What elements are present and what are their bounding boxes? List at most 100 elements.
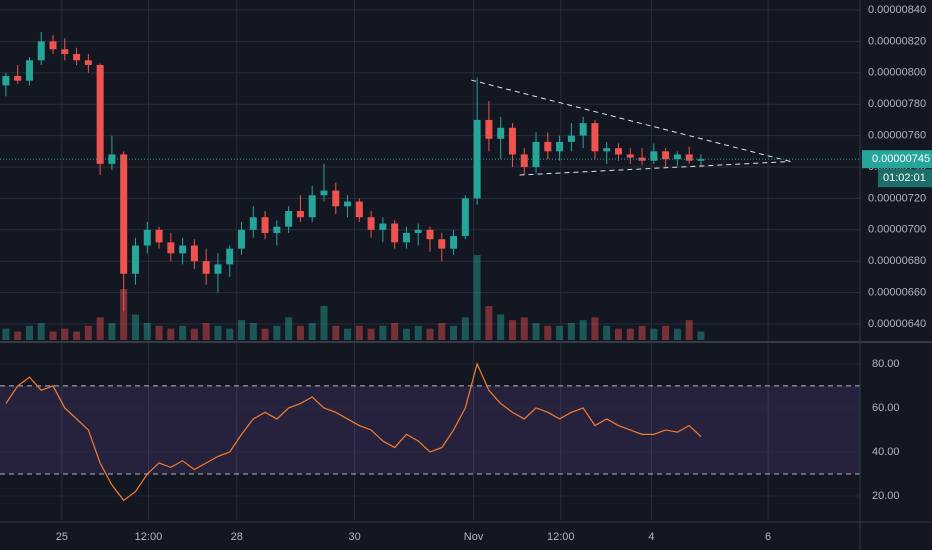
candle-body: [391, 223, 399, 243]
volume-bar: [14, 331, 22, 340]
candle-body: [96, 64, 104, 164]
volume-bar: [379, 325, 387, 340]
volume-bar: [73, 331, 81, 340]
volume-bar: [461, 317, 469, 340]
last-price-box: [862, 150, 932, 169]
candle-body: [25, 60, 33, 81]
volume-bar: [662, 325, 670, 340]
candle-body: [179, 245, 187, 254]
volume-bar: [167, 328, 175, 340]
volume-bar: [650, 328, 658, 340]
rsi-line: [5, 362, 702, 502]
x-tick-label: Nov: [464, 531, 484, 543]
x-tick-label: 6: [765, 531, 771, 543]
volume-bar: [532, 323, 540, 340]
candle-body: [37, 41, 45, 61]
x-tick-label: 28: [231, 531, 243, 543]
candle-body: [450, 236, 458, 249]
rsi-band: [0, 385, 860, 474]
volume-bar: [37, 323, 45, 340]
candle-body: [485, 119, 493, 139]
candle-body: [332, 190, 340, 207]
volume-bar: [603, 325, 611, 340]
volume-bar: [49, 331, 57, 340]
volume-bar: [2, 328, 10, 340]
y-tick-label: 0.00000640: [868, 318, 926, 330]
x-tick-label: 12:00: [547, 531, 575, 543]
candle-body: [556, 141, 564, 152]
y-tick-label: 80.00: [872, 358, 900, 370]
volume-bar: [155, 325, 163, 340]
candle-body: [167, 242, 175, 254]
volume-bar: [25, 325, 33, 340]
countdown-box: [878, 169, 932, 188]
y-tick-label: 0.00000800: [868, 67, 926, 79]
candle-body: [603, 148, 611, 152]
volume-bar: [402, 328, 410, 340]
y-tick-label: 0.00000660: [868, 287, 926, 299]
trendline: [471, 79, 791, 163]
volume-bar: [249, 323, 257, 340]
volume-bar: [579, 320, 587, 340]
candle-body: [214, 264, 222, 274]
candle-body: [426, 229, 434, 240]
y-tick-label: 40.00: [872, 446, 900, 458]
candle-body: [567, 135, 575, 142]
volume-bar: [332, 325, 340, 340]
volume-bar: [638, 325, 646, 340]
candle-body: [2, 75, 10, 86]
candle-body: [532, 141, 540, 168]
candle-body: [662, 151, 670, 160]
candle-body: [461, 198, 469, 237]
candle-body: [285, 210, 293, 227]
volume-bar: [626, 328, 634, 340]
volume-bar: [238, 320, 246, 340]
volume-bar: [344, 328, 352, 340]
volume-bar: [414, 325, 422, 340]
candle-body: [202, 261, 210, 274]
candle-body: [261, 217, 269, 233]
y-tick-label: 0.00000760: [868, 130, 926, 142]
last-price-label: 0.00000745: [872, 153, 930, 165]
candle-body: [650, 151, 658, 161]
volume-bar: [84, 325, 92, 340]
candle-body: [308, 195, 316, 218]
volume-bar: [296, 325, 304, 340]
volume-bar: [438, 323, 446, 340]
x-tick-label: 25: [56, 531, 68, 543]
volume-bar: [556, 325, 564, 340]
volume-bar: [226, 328, 234, 340]
candle-body: [697, 159, 705, 161]
volume-bar: [96, 317, 104, 340]
volume-bar: [202, 323, 210, 340]
volume-bar: [273, 325, 281, 340]
volume-bar: [685, 320, 693, 340]
candle-body: [520, 154, 528, 168]
volume-bar: [544, 325, 552, 340]
y-tick-label: 0.00000680: [868, 255, 926, 267]
volume-bar: [485, 306, 493, 340]
candle-body: [14, 75, 22, 81]
candle-body: [379, 223, 387, 230]
candle-body: [143, 229, 151, 246]
volume-bar: [308, 323, 316, 340]
x-tick-label: 30: [348, 531, 360, 543]
volume-bar: [120, 289, 128, 340]
candle-body: [614, 148, 622, 155]
volume-bar: [508, 320, 516, 340]
candle-body: [61, 49, 69, 54]
candle-body: [296, 210, 304, 218]
y-tick-label: 0.00000820: [868, 35, 926, 47]
y-tick-label: 0.00000700: [868, 224, 926, 236]
y-tick-label: 0.00000780: [868, 98, 926, 110]
volume-bar: [614, 328, 622, 340]
candle-body: [402, 232, 410, 243]
volume-bar: [108, 323, 116, 340]
volume-bar: [473, 255, 481, 340]
candle-body: [544, 141, 552, 152]
candle-body: [673, 154, 681, 160]
volume-bar: [567, 323, 575, 340]
